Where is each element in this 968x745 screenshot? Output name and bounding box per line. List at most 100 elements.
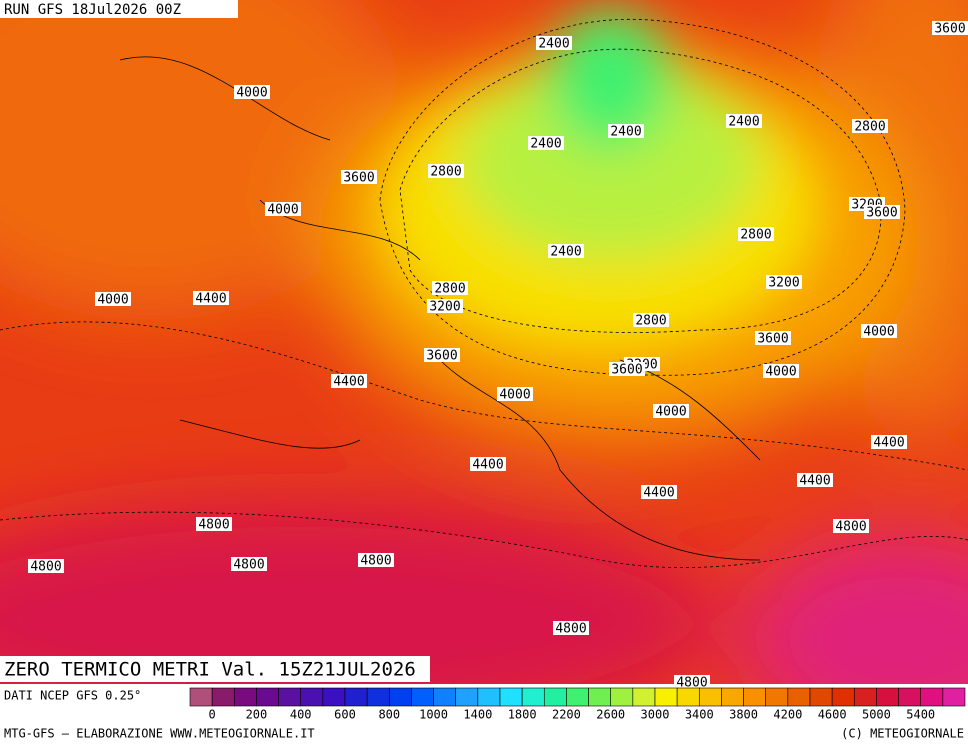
title-box (0, 656, 430, 682)
colorbar-swatch (300, 687, 324, 707)
colorbar-swatch (455, 687, 479, 707)
contour-label: 3600 (934, 22, 965, 37)
contour-label: 4800 (555, 622, 586, 637)
contour-label-box (755, 331, 791, 345)
contour-label: 4800 (30, 560, 61, 575)
copyright-label: (C) METEOGIORNALE (841, 727, 964, 741)
contour-label: 4400 (472, 458, 503, 473)
contour-label: 4800 (360, 554, 391, 569)
contour-label-box (871, 435, 907, 449)
contour-label-box (766, 275, 802, 289)
contour-label-box (497, 387, 533, 401)
colorbar-swatch (831, 687, 855, 707)
contour-label: 4800 (835, 520, 866, 535)
contour-label: 4800 (233, 558, 264, 573)
colorbar-swatch (322, 687, 346, 707)
contour-label-box (196, 517, 232, 531)
contour-label-box (432, 281, 468, 295)
colorbar-swatch (765, 687, 789, 707)
credit-label: MTG-GFS — ELABORAZIONE WWW.METEOGIORNALE… (4, 727, 315, 741)
contour-label: 3600 (866, 206, 897, 221)
colorbar-tick-label: 1000 (419, 708, 448, 722)
colorbar-swatch (543, 687, 567, 707)
colorbar-swatch (477, 687, 501, 707)
colorbar-swatch (898, 687, 922, 707)
contour-label: 4800 (676, 676, 707, 691)
contour-label-box (608, 124, 644, 138)
colorbar-tick-label: 4600 (818, 708, 847, 722)
header-box (0, 0, 238, 18)
colorbar-swatch (654, 687, 678, 707)
contour-label-box (427, 299, 463, 313)
contour-label: 2400 (728, 115, 759, 130)
contour-label-box (932, 21, 968, 35)
contour-label: 3600 (611, 363, 642, 378)
contour-label-box (653, 404, 689, 418)
colorbar-swatch (344, 687, 368, 707)
colorbar: 0 200 400 600 800 1000 1400 1800 2200 2600 3000 340… (189, 687, 966, 722)
contour-label-box (797, 473, 833, 487)
colorbar-tick-label: 2600 (596, 708, 625, 722)
colorbar-swatch (743, 687, 767, 707)
contour-label: 3600 (343, 171, 374, 186)
contour-label-box (470, 457, 506, 471)
colorbar-swatch (610, 687, 634, 707)
contour-label-box (528, 136, 564, 150)
colorbar-swatch (233, 687, 257, 707)
run-label: RUN GFS 18Jul2026 00Z (4, 2, 181, 18)
colorbar-tick-label: 1400 (463, 708, 492, 722)
contour-label: 2800 (740, 228, 771, 243)
contour-label-box (553, 621, 589, 635)
colorbar-tick-label: 1800 (508, 708, 537, 722)
contour-label: 2400 (538, 37, 569, 52)
contour-label-box (548, 244, 584, 258)
contour-label-box (95, 292, 131, 306)
contour-label: 4000 (267, 203, 298, 218)
colorbar-swatch (521, 687, 545, 707)
colorbar-tick-label: 4200 (773, 708, 802, 722)
contour-label-box (763, 364, 799, 378)
contour-label-box (193, 291, 229, 305)
contour-labels: 4000 2400 2400 2400 2400 3600 2800 4000 2800 3200… (28, 21, 968, 691)
colorbar-swatch (876, 687, 899, 707)
contour-label: 4400 (873, 436, 904, 451)
contour-label-box (609, 362, 645, 376)
contour-label-box (633, 313, 669, 327)
contour-label: 2400 (530, 137, 561, 152)
map-title: ZERO TERMICO METRI Val. 15Z21JUL2026 (4, 659, 416, 681)
colorbar-tick-label: 400 (290, 708, 312, 722)
contour-label: 2800 (434, 282, 465, 297)
contour-label-box (738, 227, 774, 241)
contour-label: 4400 (195, 292, 226, 307)
contour-label: 4400 (643, 486, 674, 501)
contour-label-box (234, 85, 270, 99)
colorbar-swatch (256, 687, 279, 707)
contour-label-box (428, 164, 464, 178)
colorbar-tick-label: 5000 (862, 708, 891, 722)
contour-label-box (265, 202, 301, 216)
contour-label: 4400 (333, 375, 364, 390)
colorbar-tick-label: 800 (378, 708, 400, 722)
contour-label-box (536, 36, 572, 50)
colorbar-swatch (721, 687, 744, 707)
contour-label-box (833, 519, 869, 533)
colorbar-swatch (211, 687, 235, 707)
contour-label: 2800 (430, 165, 461, 180)
colorbar-tick-label: 3000 (641, 708, 670, 722)
contour-label-box (674, 675, 710, 689)
colorbar-swatch (499, 687, 523, 707)
contour-label: 3600 (426, 349, 457, 364)
contour-label: 2400 (610, 125, 641, 140)
contour-label: 4000 (863, 325, 894, 340)
contour-label: 4000 (97, 293, 128, 308)
contour-label: 2800 (854, 120, 885, 135)
contour-label: 3200 (768, 276, 799, 291)
colorbar-tick-label: 3800 (729, 708, 758, 722)
colorbar-swatch (787, 687, 811, 707)
colorbar-swatch (433, 687, 457, 707)
colorbar-swatch (698, 687, 722, 707)
colorbar-swatch (189, 687, 213, 707)
colorbar-swatch (920, 687, 944, 707)
colorbar-tick-label: 0 (209, 708, 216, 722)
colorbar-swatch (676, 687, 700, 707)
